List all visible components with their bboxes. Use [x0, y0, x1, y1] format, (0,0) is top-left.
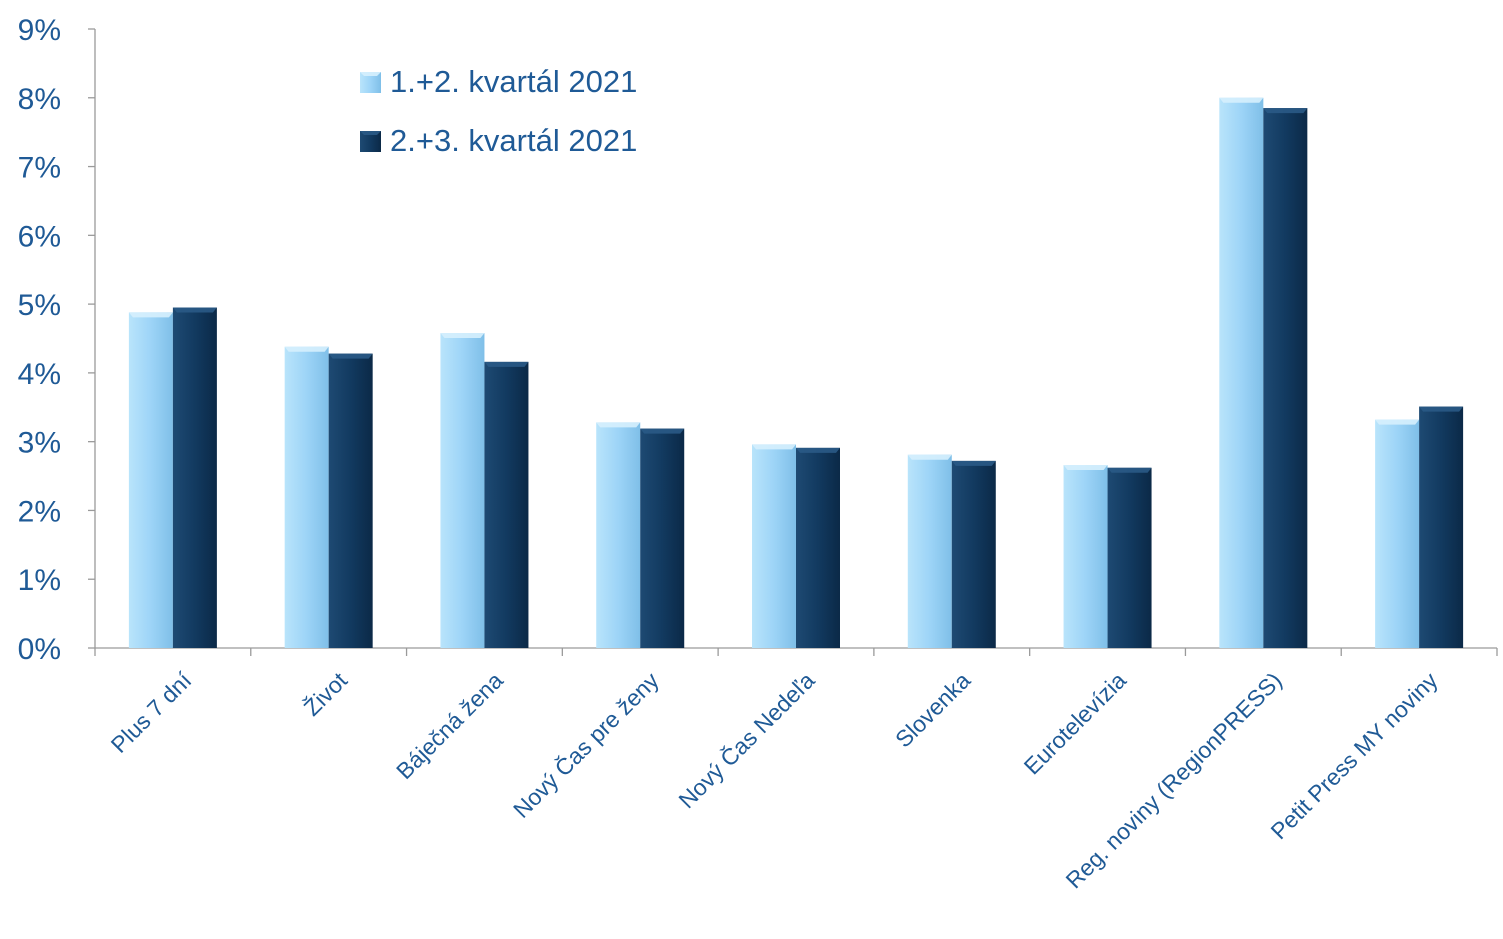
- y-tick-label: 3%: [18, 427, 61, 460]
- x-tick-label: Petit Press MY noviny: [1265, 667, 1443, 845]
- legend-swatch: [360, 72, 381, 93]
- bar: [128, 312, 173, 648]
- bar: [484, 361, 529, 648]
- legend-swatch: [360, 131, 381, 152]
- bar: [752, 444, 796, 648]
- y-tick-label: 4%: [18, 358, 61, 391]
- bar: [284, 346, 329, 648]
- bar: [172, 307, 217, 648]
- x-tick-label: Báječná žena: [391, 667, 508, 784]
- bar: [640, 428, 685, 648]
- y-tick-label: 5%: [18, 289, 61, 322]
- y-tick-label: 1%: [18, 564, 61, 597]
- x-tick-label: Život: [299, 667, 353, 721]
- bar: [596, 422, 641, 648]
- x-axis: Plus 7 dní Život Báječná žena Nový Čas pre …: [94, 647, 1498, 893]
- bar: [328, 353, 373, 648]
- bar: [440, 332, 485, 648]
- x-tick-label: Plus 7 dní: [106, 667, 197, 758]
- y-axis: 0% 1% 2% 3% 4% 5% 6% 7% 8% 9%: [18, 14, 96, 666]
- y-tick-label: 2%: [18, 495, 61, 528]
- bar: [1419, 406, 1464, 648]
- bar: [1263, 108, 1308, 649]
- y-tick-label: 8%: [18, 83, 61, 116]
- y-tick-label: 7%: [18, 152, 61, 185]
- legend-label: 1.+2. kvartál 2021: [390, 64, 637, 99]
- legend-item: 1.+2. kvartál 2021: [360, 64, 637, 99]
- bars: [128, 97, 1464, 649]
- y-tick-label: 0%: [18, 633, 61, 666]
- legend-item: 2.+3. kvartál 2021: [360, 123, 637, 158]
- bar: [907, 454, 952, 648]
- legend-label: 2.+3. kvartál 2021: [390, 123, 637, 158]
- x-tick-label: Nový Čas pre ženy: [507, 666, 664, 823]
- x-tick-label: Eurotelevízia: [1019, 667, 1132, 780]
- bar: [951, 460, 996, 648]
- y-tick-label: 6%: [18, 220, 61, 253]
- bar: [1107, 467, 1152, 648]
- bar: [796, 447, 840, 648]
- x-tick-label: Nový Čas Nedeľa: [673, 666, 820, 813]
- y-tick-label: 9%: [18, 14, 61, 47]
- x-tick-label: Slovenka: [890, 667, 975, 752]
- bar: [1063, 465, 1108, 648]
- legend: 1.+2. kvartál 2021 2.+3. kvartál 2021: [360, 64, 637, 158]
- bar: [1375, 419, 1420, 648]
- bar: [1219, 97, 1264, 649]
